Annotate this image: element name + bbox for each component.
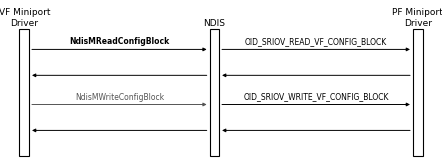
Bar: [19, 29, 29, 156]
Text: PF Miniport
Driver: PF Miniport Driver: [392, 8, 442, 28]
Text: OID_SRIOV_READ_VF_CONFIG_BLOCK: OID_SRIOV_READ_VF_CONFIG_BLOCK: [245, 37, 387, 46]
Text: NDIS: NDIS: [203, 18, 225, 28]
Text: VF Miniport
Driver: VF Miniport Driver: [0, 8, 50, 28]
Text: NdisMReadConfigBlock: NdisMReadConfigBlock: [69, 37, 169, 46]
Bar: [413, 29, 423, 156]
Text: NdisMWriteConfigBlock: NdisMWriteConfigBlock: [75, 93, 164, 102]
Text: OID_SRIOV_WRITE_VF_CONFIG_BLOCK: OID_SRIOV_WRITE_VF_CONFIG_BLOCK: [243, 93, 389, 102]
Bar: [210, 29, 219, 156]
